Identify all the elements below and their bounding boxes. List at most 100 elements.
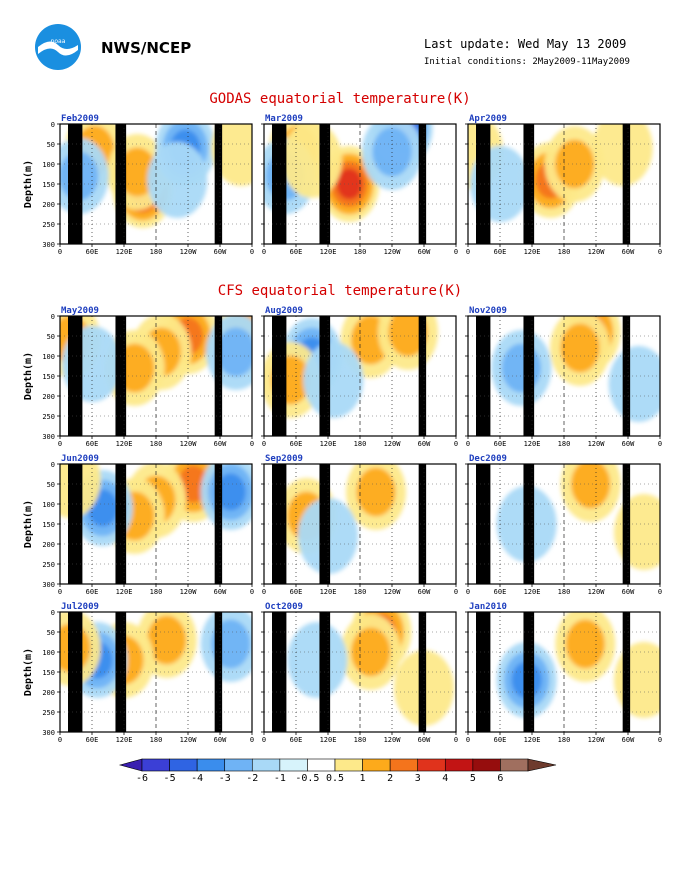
- colorbar-swatch-13: [472, 758, 501, 772]
- colorbar-swatch-11: [417, 758, 446, 772]
- colorbar-label: 6: [497, 773, 503, 784]
- x-tick-label: 180: [150, 440, 163, 448]
- panel-Nov2009: Nov2009 0 60E 120E 180 120W 60W 0: [465, 306, 662, 448]
- anomaly-1-level-4: [336, 168, 363, 200]
- y-tick-label: 150: [42, 181, 55, 189]
- y-tick-label: 200: [42, 541, 55, 549]
- x-tick-label: 120W: [588, 736, 606, 744]
- anomaly-0-level-2: [571, 464, 611, 509]
- colorbar-label: -0.5: [295, 773, 319, 784]
- panel-label: May2009: [61, 306, 99, 316]
- land-mask-2: [418, 612, 427, 732]
- colorbar: -6 -5 -4 -3 -2 -1 -0.5 0.5 1 2 3 4 5 6: [118, 758, 557, 784]
- x-tick-label: 120W: [180, 588, 198, 596]
- land-mask-2: [622, 464, 631, 584]
- x-tick-label: 0: [58, 736, 62, 744]
- land-mask-0: [68, 316, 83, 436]
- x-tick-label: 60W: [214, 440, 227, 448]
- land-mask-2: [622, 316, 631, 436]
- y-tick-label: 200: [42, 689, 55, 697]
- x-tick-label: 60E: [86, 248, 99, 256]
- x-tick-label: 180: [558, 736, 571, 744]
- x-tick-label: 60W: [418, 248, 431, 256]
- y-tick-label: 250: [42, 561, 55, 569]
- x-tick-label: 180: [150, 736, 163, 744]
- panel-label: Jul2009: [61, 602, 99, 612]
- land-mask-0: [68, 612, 83, 732]
- x-tick-label: 0: [658, 736, 662, 744]
- panel-label: Oct2009: [265, 602, 303, 612]
- anomaly-4-level-1: [147, 142, 208, 218]
- colorbar-end-high: [527, 758, 557, 772]
- colorbar-swatch-4: [224, 758, 253, 772]
- x-tick-label: 0: [658, 248, 662, 256]
- y-tick-label: 150: [42, 373, 55, 381]
- x-tick-label: 60W: [214, 588, 227, 596]
- x-tick-label: 60W: [622, 736, 635, 744]
- colorbar-swatch-10: [389, 758, 419, 772]
- logo-text: noaa: [51, 38, 66, 45]
- x-tick-label: 0: [58, 588, 62, 596]
- x-tick-label: 0: [262, 248, 266, 256]
- x-tick-label: 60E: [494, 248, 507, 256]
- land-mask-2: [418, 464, 427, 584]
- panel-Apr2009: Apr2009 0 60E 120E 180 120W 60W 0: [465, 114, 662, 256]
- land-mask-2: [622, 124, 631, 244]
- panel-Sep2009: Sep2009 0 60E 120E 180 120W 60W 0: [261, 454, 458, 596]
- colorbar-swatch-8: [334, 758, 363, 772]
- x-tick-label: 120E: [116, 588, 133, 596]
- x-tick-label: 120E: [116, 440, 133, 448]
- y-tick-label: 300: [42, 241, 55, 249]
- y-tick-label: 300: [42, 433, 55, 441]
- x-tick-label: 180: [354, 736, 367, 744]
- y-tick-label: 100: [42, 501, 55, 509]
- land-mask-2: [214, 612, 223, 732]
- x-tick-label: 0: [658, 440, 662, 448]
- anomaly-0-level-2: [356, 467, 396, 517]
- panel-label: Mar2009: [265, 114, 303, 124]
- land-mask-2: [418, 124, 427, 244]
- panel-label: Nov2009: [469, 306, 507, 316]
- panel-May2009: May2009 0 60E 120E 180 120W 60W 0 0 50 100 150 200 25…: [23, 306, 254, 448]
- x-tick-label: 120E: [524, 736, 541, 744]
- x-tick-label: 0: [466, 588, 470, 596]
- x-tick-label: 120E: [524, 440, 541, 448]
- panel-label: Jun2009: [61, 454, 99, 464]
- panel-Dec2009: Dec2009 0 60E 120E 180 120W 60W 0: [465, 454, 662, 596]
- colorbar-label: 5: [470, 773, 476, 784]
- godas-title: GODAS equatorial temperature(K): [209, 91, 470, 107]
- anomaly-3-level-1: [608, 346, 660, 422]
- panel-Jan2010: Jan2010 0 60E 120E 180 120W 60W 0: [465, 602, 662, 744]
- x-tick-label: 60W: [214, 736, 227, 744]
- x-tick-label: 180: [558, 248, 571, 256]
- x-tick-label: 0: [454, 736, 458, 744]
- x-tick-label: 0: [466, 736, 470, 744]
- panel-Jul2009: Jul2009 0 60E 120E 180 120W 60W 0 0 50 100 150 200 25…: [23, 602, 254, 744]
- panel-Aug2009: Aug2009 0 60E 120E 180 120W 60W 0: [261, 306, 458, 448]
- land-mask-0: [272, 464, 287, 584]
- x-tick-label: 120W: [384, 440, 402, 448]
- x-tick-label: 0: [250, 736, 254, 744]
- x-tick-label: 180: [354, 248, 367, 256]
- panel-Feb2009: Feb2009 0 60E 120E 180 120W 60W 0 0 50 100 150 200 25…: [23, 114, 254, 256]
- panel-Mar2009: Mar2009 0 60E 120E 180 120W 60W 0: [261, 114, 458, 256]
- colorbar-swatch-2: [169, 758, 198, 772]
- x-tick-label: 60E: [290, 248, 303, 256]
- colorbar-label: 0.5: [326, 773, 344, 784]
- cfs-title: CFS equatorial temperature(K): [218, 283, 462, 299]
- colorbar-swatch-3: [196, 758, 226, 772]
- x-tick-label: 120W: [588, 440, 606, 448]
- land-mask-2: [214, 316, 223, 436]
- x-tick-label: 0: [262, 736, 266, 744]
- x-tick-label: 180: [150, 248, 163, 256]
- land-mask-0: [476, 612, 491, 732]
- x-tick-label: 180: [558, 440, 571, 448]
- x-tick-label: 0: [262, 440, 266, 448]
- colorbar-swatch-1: [141, 758, 170, 772]
- land-mask-0: [68, 124, 83, 244]
- x-tick-label: 0: [454, 588, 458, 596]
- x-tick-label: 60E: [290, 440, 303, 448]
- colorbar-label: -4: [191, 773, 203, 784]
- x-tick-label: 0: [466, 248, 470, 256]
